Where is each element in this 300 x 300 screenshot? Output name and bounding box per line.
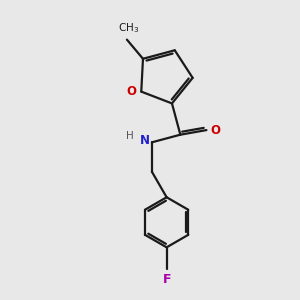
- Text: O: O: [211, 124, 221, 136]
- Text: F: F: [162, 273, 171, 286]
- Text: CH$_3$: CH$_3$: [118, 21, 139, 35]
- Text: H: H: [127, 131, 134, 141]
- Text: O: O: [126, 85, 136, 98]
- Text: N: N: [140, 134, 149, 147]
